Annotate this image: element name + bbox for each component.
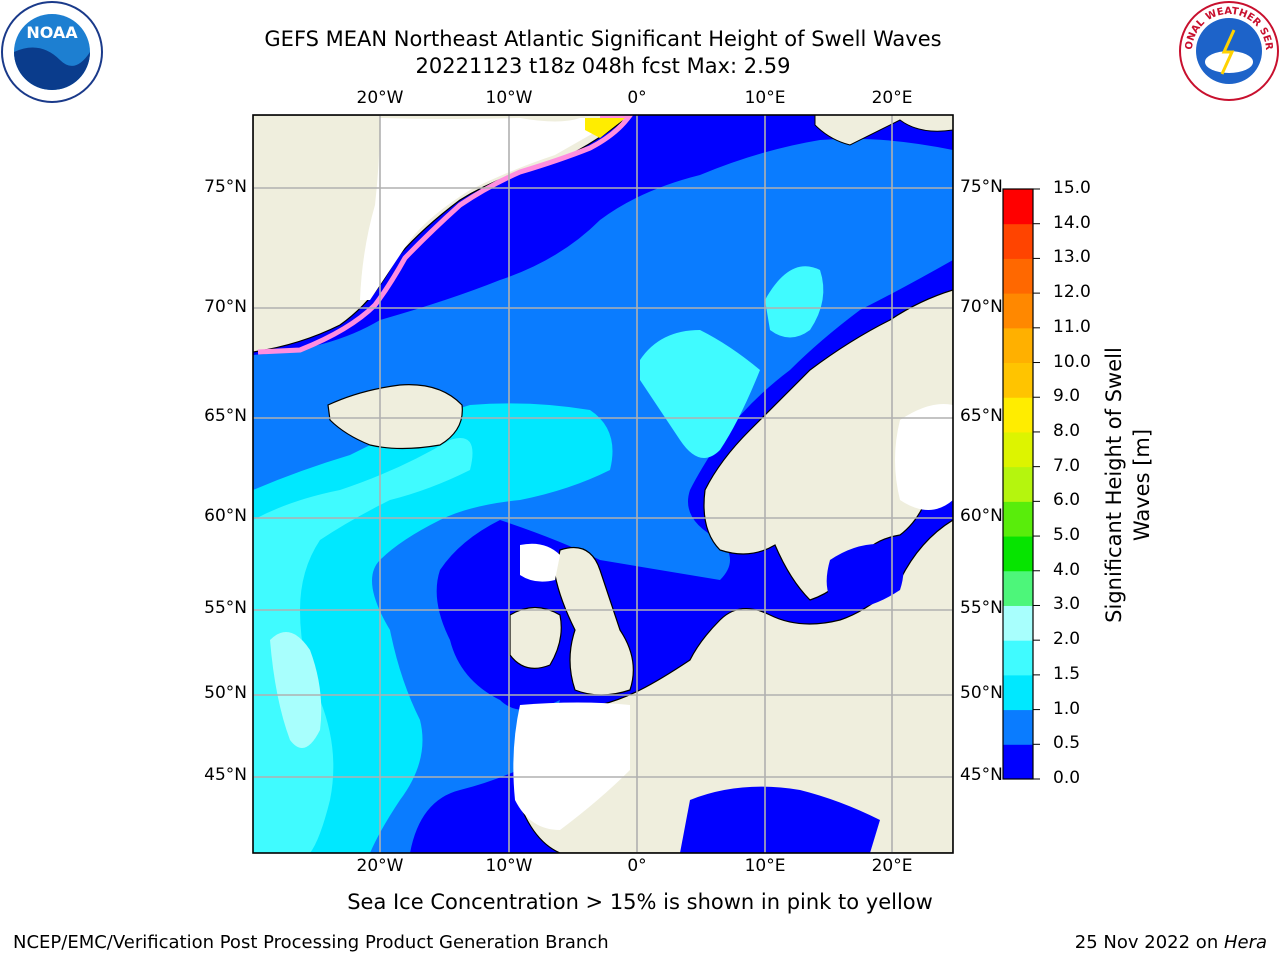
colorbar-tick-label: 1.0 <box>1053 698 1081 719</box>
colorbar-segment <box>1003 536 1033 572</box>
sea-ice-note: Sea Ice Concentration > 15% is shown in … <box>347 890 933 914</box>
svalbard-land <box>814 115 953 146</box>
footer-branch: NCEP/EMC/Verification Post Processing Pr… <box>13 932 609 953</box>
colorbar-segment <box>1003 327 1033 364</box>
iberia-area <box>513 702 630 830</box>
lon-label-bottom-20w: 20°W <box>356 856 404 876</box>
greenland-icefree-area <box>360 118 620 300</box>
scotland-west-area <box>520 543 560 582</box>
colorbar-tick-label: 14.0 <box>1053 212 1091 233</box>
scandinavia-land <box>703 289 953 601</box>
colorbar-segment <box>1003 640 1033 676</box>
colorbar-tick-label: 7.0 <box>1053 455 1081 476</box>
lat-label-left-55n: 55°N <box>204 598 247 618</box>
colorbar-segment <box>1003 362 1033 398</box>
lon-label-bottom-0: 0° <box>627 856 647 876</box>
colorbar-label: Significant Height of Swell Waves [m] <box>1102 347 1154 623</box>
lat-label-left-50n: 50°N <box>204 683 247 703</box>
map-gridlines <box>253 115 953 853</box>
colorbar-segment <box>1003 397 1033 433</box>
colorbar-segment <box>1003 466 1033 502</box>
baltic-sea <box>826 544 904 610</box>
footer-machine: Hera <box>1223 932 1267 953</box>
iceland-land <box>327 384 463 450</box>
colorbar-tick-label: 5.0 <box>1053 525 1081 546</box>
colorbar-segment <box>1003 744 1033 780</box>
colorbar-tick-label: 12.0 <box>1053 282 1091 303</box>
lon-label-top-0: 0° <box>627 88 647 108</box>
colorbar-tick-label: 0.0 <box>1053 768 1081 788</box>
footer-date-text: 25 Nov 2022 on <box>1074 932 1224 953</box>
ocean-swell-1-5 <box>253 438 473 853</box>
lon-label-bottom-10w: 10°W <box>485 856 533 876</box>
colorbar-tick-label: 10.0 <box>1053 351 1091 372</box>
colorbar-tick-label: 11.0 <box>1053 316 1091 337</box>
colorbar-tick-label: 2.0 <box>1053 629 1081 650</box>
lat-label-left-45n: 45°N <box>204 765 247 785</box>
nws-logo-icon: NATIONAL WEATHER SERVICE <box>1178 0 1279 101</box>
colorbar-segment <box>1003 293 1033 329</box>
finland-area <box>895 404 953 510</box>
colorbar-segment <box>1003 431 1033 468</box>
lat-label-left-70n: 70°N <box>204 297 247 317</box>
lon-label-top-10w: 10°W <box>485 88 533 108</box>
colorbar-tick-label: 8.0 <box>1053 420 1081 441</box>
lon-label-top-10e: 10°E <box>744 88 786 108</box>
mediterranean-sea <box>680 786 880 853</box>
lat-label-right-70n: 70°N <box>960 297 1003 317</box>
colorbar-tick-label: 15.0 <box>1053 178 1091 198</box>
colorbar-segment <box>1003 605 1033 641</box>
lat-label-right-55n: 55°N <box>960 598 1003 618</box>
colorbar-segment <box>1003 709 1033 745</box>
footer-date: 25 Nov 2022 on Hera <box>1075 932 1267 953</box>
ocean-swell-2-0 <box>270 632 322 748</box>
lat-label-right-50n: 50°N <box>960 683 1003 703</box>
noaa-logo-icon: NOAA <box>1 1 103 103</box>
colorbar-tick-label: 13.0 <box>1053 247 1091 268</box>
lat-label-right-75n: 75°N <box>960 177 1003 197</box>
colorbar-tick-label: 9.0 <box>1053 386 1081 407</box>
ocean-swell-1-5-north <box>640 330 760 458</box>
colorbar-segment <box>1003 674 1033 711</box>
lat-label-right-45n: 45°N <box>960 765 1003 785</box>
colorbar-segment <box>1003 258 1033 294</box>
noaa-logo-text: NOAA <box>26 23 78 42</box>
chart-subtitle: 20221123 t18z 048h fcst Max: 2.59 <box>415 54 791 78</box>
colorbar-segment <box>1003 189 1033 225</box>
sea-ice-high <box>585 118 625 138</box>
colorbar <box>1003 188 1040 780</box>
chart-title: GEFS MEAN Northeast Atlantic Significant… <box>264 27 942 51</box>
colorbar-tick-label: 3.0 <box>1053 594 1081 615</box>
colorbar-tick-label: 0.5 <box>1053 733 1081 754</box>
colorbar-frame <box>1002 188 1034 780</box>
lat-label-left-65n: 65°N <box>204 406 247 426</box>
great-britain-land <box>554 546 634 696</box>
colorbar-tick-label: 6.0 <box>1053 490 1081 511</box>
sea-ice-edge <box>257 115 634 355</box>
ocean-swell-1-5-nw <box>765 266 824 338</box>
colorbar-segment <box>1003 501 1033 537</box>
lon-label-bottom-10e: 10°E <box>744 856 786 876</box>
map-frame <box>252 114 954 854</box>
lon-label-top-20e: 20°E <box>871 88 913 108</box>
ireland-land <box>509 606 562 669</box>
lon-label-bottom-20e: 20°E <box>871 856 913 876</box>
colorbar-segment <box>1003 570 1033 606</box>
lon-label-top-20w: 20°W <box>356 88 404 108</box>
map-area <box>253 115 953 853</box>
lat-label-left-60n: 60°N <box>204 506 247 526</box>
lat-label-right-65n: 65°N <box>960 406 1003 426</box>
lat-label-right-60n: 60°N <box>960 506 1003 526</box>
lat-label-left-75n: 75°N <box>204 177 247 197</box>
colorbar-tick-label: 4.0 <box>1053 559 1081 580</box>
colorbar-tick-label: 1.5 <box>1053 663 1081 684</box>
colorbar-segment <box>1003 223 1033 259</box>
